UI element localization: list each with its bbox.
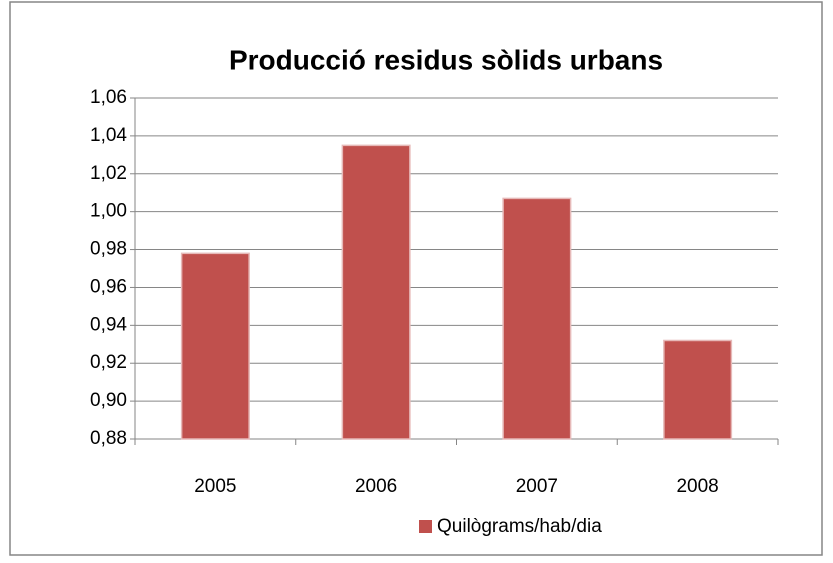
y-tick-label: 0,96 bbox=[90, 276, 127, 297]
chart-frame bbox=[9, 1, 823, 556]
chart-title: Producció residus sòlids urbans bbox=[229, 44, 663, 75]
x-tick-label: 2008 bbox=[676, 476, 718, 497]
y-tick-label: 1,06 bbox=[90, 87, 127, 108]
bar bbox=[341, 144, 411, 440]
legend-swatch bbox=[419, 520, 432, 533]
x-tick-label: 2005 bbox=[194, 476, 236, 497]
y-tick-label: 1,02 bbox=[90, 163, 127, 184]
legend-label: Quilògrams/hab/dia bbox=[437, 516, 602, 537]
bar bbox=[663, 339, 733, 440]
y-tick-label: 0,92 bbox=[90, 352, 127, 373]
y-tick-label: 1,04 bbox=[90, 125, 127, 146]
y-tick-label: 0,88 bbox=[90, 428, 127, 449]
x-tick-label: 2006 bbox=[355, 476, 397, 497]
y-tick-label: 0,90 bbox=[90, 390, 127, 411]
y-tick-label: 1,00 bbox=[90, 201, 127, 222]
y-tick-label: 0,94 bbox=[90, 314, 127, 335]
y-tick-label: 0,98 bbox=[90, 239, 127, 260]
bar bbox=[180, 252, 250, 440]
x-tick-label: 2007 bbox=[516, 476, 558, 497]
bar bbox=[502, 197, 572, 440]
